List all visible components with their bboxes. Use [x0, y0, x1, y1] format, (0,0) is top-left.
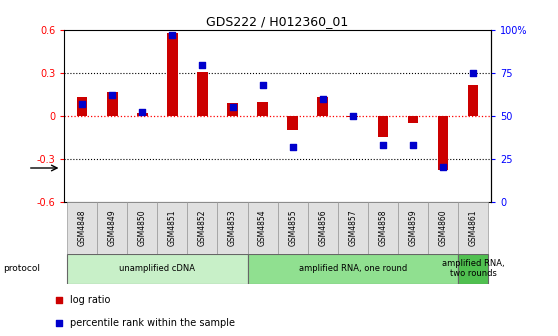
Point: [228, 105, 237, 110]
Point: [78, 101, 86, 107]
Point: [318, 96, 327, 101]
Bar: [157, 202, 187, 254]
Text: amplified RNA,
two rounds: amplified RNA, two rounds: [442, 259, 504, 279]
Bar: [458, 202, 488, 254]
Text: GSM4851: GSM4851: [168, 209, 177, 246]
Bar: [378, 116, 388, 137]
Bar: [67, 202, 97, 254]
Bar: [278, 202, 307, 254]
Text: GSM4860: GSM4860: [439, 209, 448, 246]
Bar: [257, 102, 268, 116]
Text: amplified RNA, one round: amplified RNA, one round: [299, 264, 407, 273]
Point: [378, 142, 387, 148]
Title: GDS222 / H012360_01: GDS222 / H012360_01: [206, 15, 349, 28]
Text: percentile rank within the sample: percentile rank within the sample: [70, 319, 235, 328]
Bar: [318, 97, 328, 116]
Text: GSM4856: GSM4856: [318, 209, 327, 246]
Text: unamplified cDNA: unamplified cDNA: [119, 264, 195, 273]
Bar: [197, 72, 208, 116]
Bar: [77, 97, 88, 116]
Point: [138, 110, 147, 115]
Bar: [248, 202, 278, 254]
Text: GSM4854: GSM4854: [258, 209, 267, 246]
Point: [108, 93, 117, 98]
Bar: [97, 202, 127, 254]
Bar: [107, 92, 118, 116]
Point: [198, 62, 207, 67]
Point: [168, 33, 177, 38]
Bar: [287, 116, 298, 130]
Point: [258, 82, 267, 88]
Point: [439, 165, 448, 170]
Bar: [227, 103, 238, 116]
Text: GSM4849: GSM4849: [108, 209, 117, 246]
Text: GSM4850: GSM4850: [138, 209, 147, 246]
Text: GSM4853: GSM4853: [228, 209, 237, 246]
Bar: [398, 202, 428, 254]
Bar: [428, 202, 458, 254]
Bar: [67, 254, 248, 284]
Point: [348, 113, 357, 119]
Text: GSM4857: GSM4857: [348, 209, 357, 246]
Bar: [437, 116, 448, 170]
Bar: [408, 116, 418, 123]
Bar: [307, 202, 338, 254]
Bar: [167, 33, 177, 116]
Bar: [348, 116, 358, 117]
Bar: [137, 113, 147, 116]
Text: GSM4848: GSM4848: [78, 209, 86, 246]
Text: protocol: protocol: [3, 264, 40, 273]
Bar: [218, 202, 248, 254]
Bar: [368, 202, 398, 254]
Bar: [338, 202, 368, 254]
Bar: [458, 254, 488, 284]
Bar: [468, 85, 478, 116]
Bar: [187, 202, 218, 254]
Point: [288, 144, 297, 150]
Text: GSM4852: GSM4852: [198, 209, 207, 246]
Text: GSM4858: GSM4858: [378, 209, 387, 246]
Text: log ratio: log ratio: [70, 295, 110, 305]
Bar: [127, 202, 157, 254]
Point: [469, 71, 478, 76]
Text: GSM4861: GSM4861: [469, 209, 478, 246]
Text: GSM4855: GSM4855: [288, 209, 297, 246]
Bar: [248, 254, 458, 284]
Text: GSM4859: GSM4859: [408, 209, 417, 246]
Point: [408, 142, 417, 148]
